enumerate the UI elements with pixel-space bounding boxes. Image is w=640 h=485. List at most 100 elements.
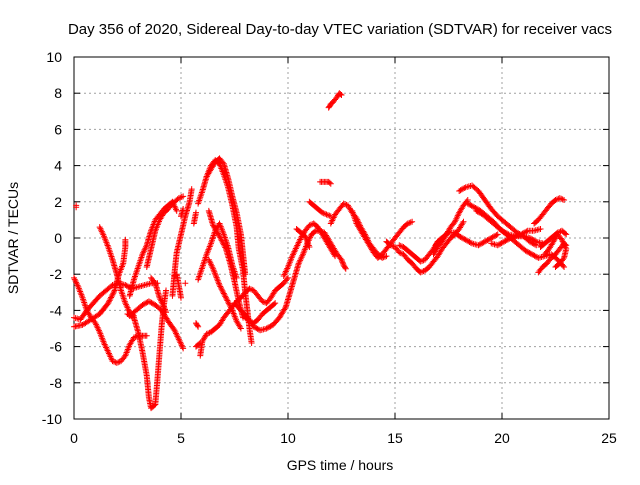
data-point-marker [122, 236, 129, 243]
data-point-marker [271, 301, 278, 308]
data-point-marker [504, 236, 511, 243]
data-point-marker [219, 238, 226, 245]
series-arc-c [73, 202, 80, 211]
data-point-marker [499, 239, 506, 246]
y-tick-label: 8 [54, 85, 62, 101]
data-point-marker [105, 298, 112, 305]
data-point-marker [523, 228, 530, 235]
data-point-marker [457, 233, 464, 240]
y-axis-label: SDTVAR / TECUs [5, 182, 21, 294]
series-arc-d [71, 236, 129, 330]
series-arc-ac [306, 198, 334, 220]
data-point-marker [503, 237, 510, 244]
data-point-marker [481, 238, 488, 245]
data-point-marker [501, 229, 508, 236]
data-point-marker [194, 322, 201, 329]
series-arc-j [148, 274, 170, 316]
data-point-marker [478, 240, 485, 247]
data-point-marker [396, 249, 403, 256]
data-point-marker [306, 222, 313, 229]
data-point-marker [342, 264, 349, 271]
data-point-marker [417, 269, 424, 276]
data-point-marker [472, 204, 479, 211]
series-arc-l [169, 186, 195, 299]
data-point-marker [177, 194, 184, 201]
data-point-marker [225, 298, 232, 305]
data-point-marker [467, 239, 474, 246]
data-point-marker [461, 185, 468, 192]
data-point-marker [319, 209, 326, 216]
series-arc-p [192, 320, 202, 330]
data-point-marker [188, 186, 195, 193]
data-point-marker [216, 233, 223, 240]
data-point-marker [466, 238, 473, 245]
data-point-marker [468, 202, 475, 209]
data-point-marker [504, 230, 511, 237]
data-point-marker [178, 193, 185, 200]
data-point-marker [217, 284, 224, 291]
data-point-marker [419, 268, 426, 275]
data-marks [71, 90, 570, 412]
data-point-marker [162, 307, 169, 314]
data-point-marker [463, 237, 470, 244]
data-point-marker [527, 250, 534, 257]
y-tick-label: 4 [54, 158, 62, 174]
data-point-marker [326, 179, 333, 186]
y-tick-label: 6 [54, 121, 62, 137]
data-point-marker [142, 300, 149, 307]
data-point-marker [140, 301, 147, 308]
data-point-marker [340, 200, 347, 207]
data-point-marker [221, 243, 228, 250]
data-point-marker [494, 242, 501, 249]
data-point-marker [214, 276, 221, 283]
data-point-marker [488, 235, 495, 241]
data-point-marker [205, 330, 212, 337]
series-arc-s [203, 155, 249, 278]
data-point-marker [110, 288, 117, 295]
data-point-marker [322, 210, 329, 217]
data-point-marker [110, 358, 117, 365]
data-point-marker [212, 271, 219, 278]
data-point-marker [389, 242, 396, 249]
data-point-marker [266, 324, 273, 331]
data-point-marker [444, 230, 451, 237]
data-point-marker [323, 211, 330, 218]
data-point-marker [559, 262, 566, 269]
data-point-marker [458, 186, 465, 193]
data-point-marker [143, 332, 150, 339]
data-point-marker [210, 265, 217, 272]
data-point-marker [180, 193, 187, 200]
data-point-marker [339, 258, 346, 265]
data-point-marker [210, 267, 217, 274]
data-point-marker [246, 285, 253, 292]
data-point-marker [228, 305, 235, 312]
data-point-marker [109, 358, 116, 365]
series-arc-o [182, 280, 189, 287]
data-point-marker [108, 293, 115, 300]
data-point-marker [471, 204, 478, 211]
data-point-marker [404, 220, 411, 227]
data-point-marker [216, 282, 223, 289]
data-point-marker [182, 280, 189, 287]
x-tick-label: 20 [494, 430, 510, 446]
data-point-marker [561, 196, 568, 203]
data-point-marker [264, 324, 271, 331]
data-point-marker [226, 301, 233, 308]
data-point-marker [147, 299, 154, 306]
data-point-marker [528, 235, 535, 242]
data-point-marker [223, 296, 230, 303]
data-point-marker [458, 234, 465, 241]
data-point-marker [145, 298, 152, 305]
data-point-marker [213, 273, 220, 280]
data-point-marker [215, 280, 222, 287]
x-tick-label: 5 [177, 430, 185, 446]
tick-layer: 0 5 10 15 20 25 -10 -8 -6 -4 -2 0 2 4 6 8 10 [42, 49, 617, 446]
data-point-marker [483, 237, 490, 244]
y-tick-label: 0 [54, 230, 62, 246]
data-point-marker [525, 249, 532, 256]
series-arc-ab [293, 225, 313, 251]
x-tick-label: 10 [280, 430, 296, 446]
y-tick-label: -2 [50, 266, 63, 282]
data-point-marker [113, 359, 120, 366]
data-point-marker [175, 195, 182, 202]
